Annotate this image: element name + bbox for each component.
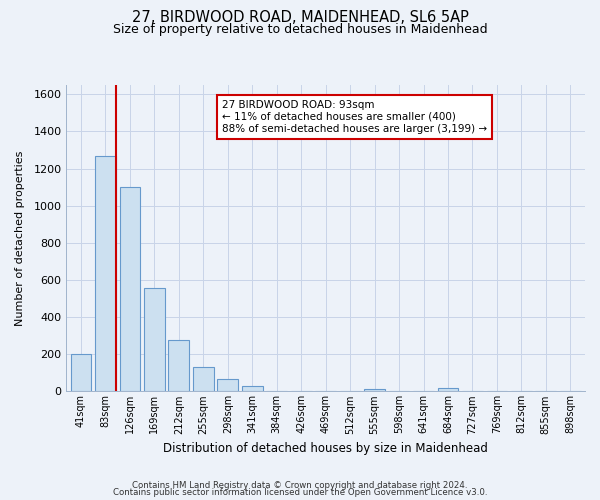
X-axis label: Distribution of detached houses by size in Maidenhead: Distribution of detached houses by size … [163,442,488,455]
Text: Contains HM Land Registry data © Crown copyright and database right 2024.: Contains HM Land Registry data © Crown c… [132,480,468,490]
Text: Size of property relative to detached houses in Maidenhead: Size of property relative to detached ho… [113,22,487,36]
Text: 27 BIRDWOOD ROAD: 93sqm
← 11% of detached houses are smaller (400)
88% of semi-d: 27 BIRDWOOD ROAD: 93sqm ← 11% of detache… [222,100,487,134]
Bar [71,354,91,392]
Bar [217,380,238,392]
Bar [95,156,116,392]
Text: 27, BIRDWOOD ROAD, MAIDENHEAD, SL6 5AP: 27, BIRDWOOD ROAD, MAIDENHEAD, SL6 5AP [131,10,469,25]
Bar [242,386,263,392]
Y-axis label: Number of detached properties: Number of detached properties [15,150,25,326]
Bar [437,388,458,392]
Text: Contains public sector information licensed under the Open Government Licence v3: Contains public sector information licen… [113,488,487,497]
Bar [119,187,140,392]
Bar [169,340,189,392]
Bar [193,367,214,392]
Bar [364,388,385,392]
Bar [144,288,165,392]
